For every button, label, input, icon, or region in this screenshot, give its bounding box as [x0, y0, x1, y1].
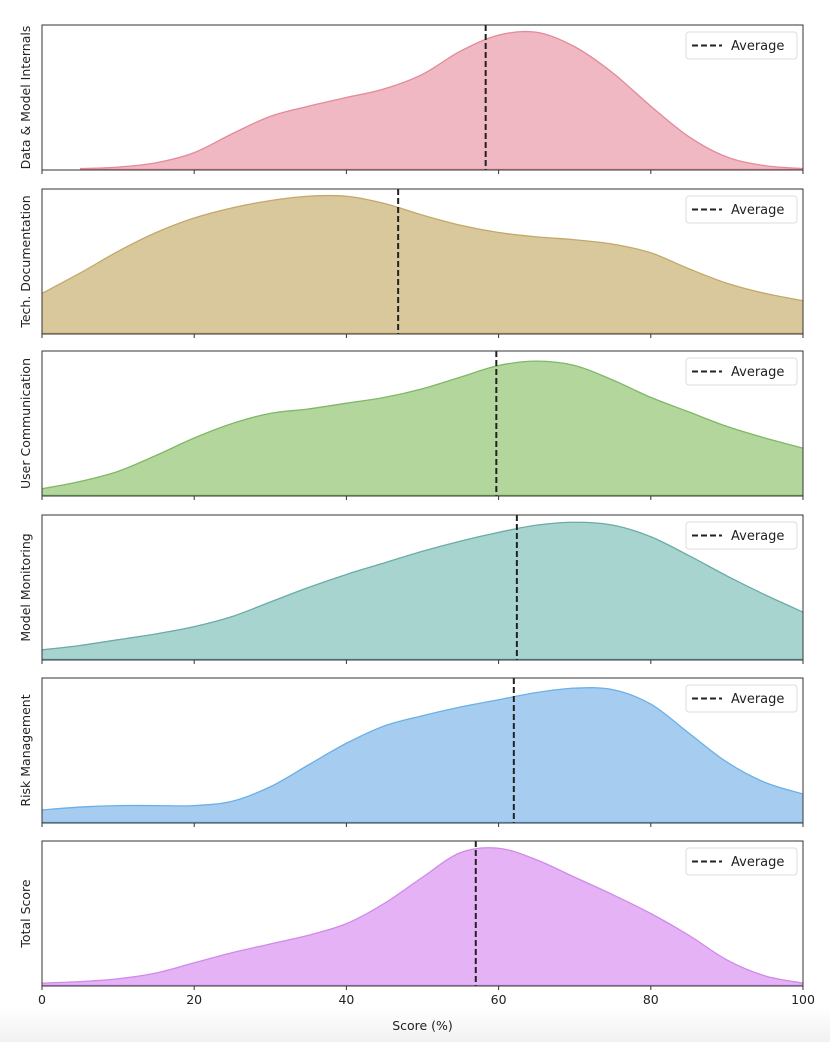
density-line: [41, 194, 804, 302]
bottom-fade: [0, 1008, 830, 1042]
axes-frame: [41, 188, 804, 335]
legend-box: [685, 847, 798, 876]
legend-box: [685, 521, 798, 550]
subplot-4: Model Monitoring Average: [18, 514, 804, 664]
legend-label: Average: [731, 203, 784, 218]
subplot-1: Data & Model Internals Average: [18, 24, 804, 174]
legend-box: [685, 357, 798, 386]
legend-box: [685, 195, 798, 224]
axes-frame: [41, 24, 804, 171]
y-axis-label: Total Score: [18, 879, 33, 948]
density-area: [42, 361, 803, 496]
density-line: [41, 521, 804, 651]
y-axis-label: Model Monitoring: [18, 533, 33, 641]
legend: Average: [685, 521, 798, 550]
density-area: [80, 31, 804, 171]
x-tick-label: 0: [38, 992, 46, 1007]
density-line: [41, 687, 804, 811]
legend: Average: [685, 847, 798, 876]
subplot-3: User Communication Average: [18, 350, 804, 500]
density-area: [42, 687, 803, 823]
x-tick-label: 80: [643, 992, 659, 1007]
density-area: [42, 847, 803, 986]
legend-box: [685, 31, 798, 60]
x-tick-label: 100: [791, 992, 815, 1007]
legend: Average: [685, 357, 798, 386]
legend-box: [685, 684, 798, 713]
legend: Average: [685, 31, 798, 60]
x-tick-label: 20: [186, 992, 202, 1007]
legend: Average: [685, 684, 798, 713]
legend-label: Average: [731, 529, 784, 544]
legend: Average: [685, 195, 798, 224]
y-axis-label: Tech. Documentation: [18, 195, 33, 328]
x-tick-label: 40: [338, 992, 354, 1007]
density-area: [42, 522, 803, 660]
subplot-2: Tech. Documentation Average: [18, 188, 804, 338]
legend-label: Average: [731, 692, 784, 707]
legend-label: Average: [731, 365, 784, 380]
axes-frame: [41, 350, 804, 497]
density-area: [42, 195, 803, 334]
axes-frame: [41, 840, 804, 987]
y-axis-label: Data & Model Internals: [18, 26, 33, 170]
density-line: [80, 30, 804, 170]
legend-label: Average: [731, 855, 784, 870]
axes-frame: [41, 514, 804, 661]
density-line: [41, 847, 804, 984]
legend-label: Average: [731, 39, 784, 54]
y-axis-label: Risk Management: [18, 694, 33, 806]
subplot-5: Risk Management Average: [18, 677, 804, 827]
x-axis-label: Score (%): [392, 1018, 453, 1033]
subplot-6: Total Score Average: [18, 840, 804, 990]
density-line: [41, 360, 804, 490]
axes-frame: [41, 677, 804, 824]
y-axis-label: User Communication: [18, 358, 33, 489]
x-tick-label: 60: [491, 992, 507, 1007]
